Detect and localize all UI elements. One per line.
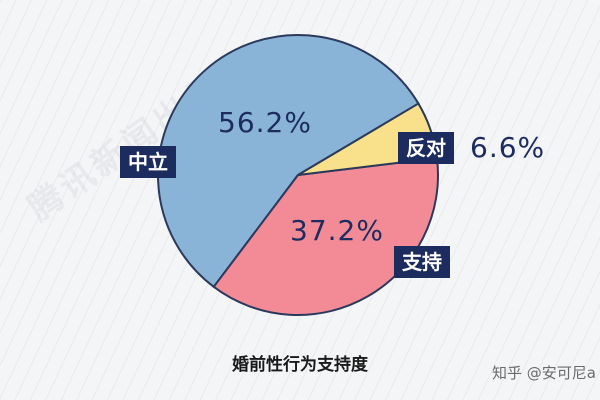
value-label-neutral: 56.2% <box>218 106 312 139</box>
pie-slice-support <box>212 157 439 316</box>
label-support: 支持 <box>394 246 450 278</box>
credit-text: 知乎 @安可尼a <box>492 364 596 382</box>
label-oppose: 反对 <box>398 132 454 164</box>
value-label-support: 37.2% <box>290 214 384 247</box>
pie-slice-neutral <box>157 33 420 289</box>
value-label-oppose: 6.6% <box>470 131 546 164</box>
chart-title: 婚前性行为支持度 <box>232 355 368 375</box>
label-neutral: 中立 <box>120 146 176 178</box>
